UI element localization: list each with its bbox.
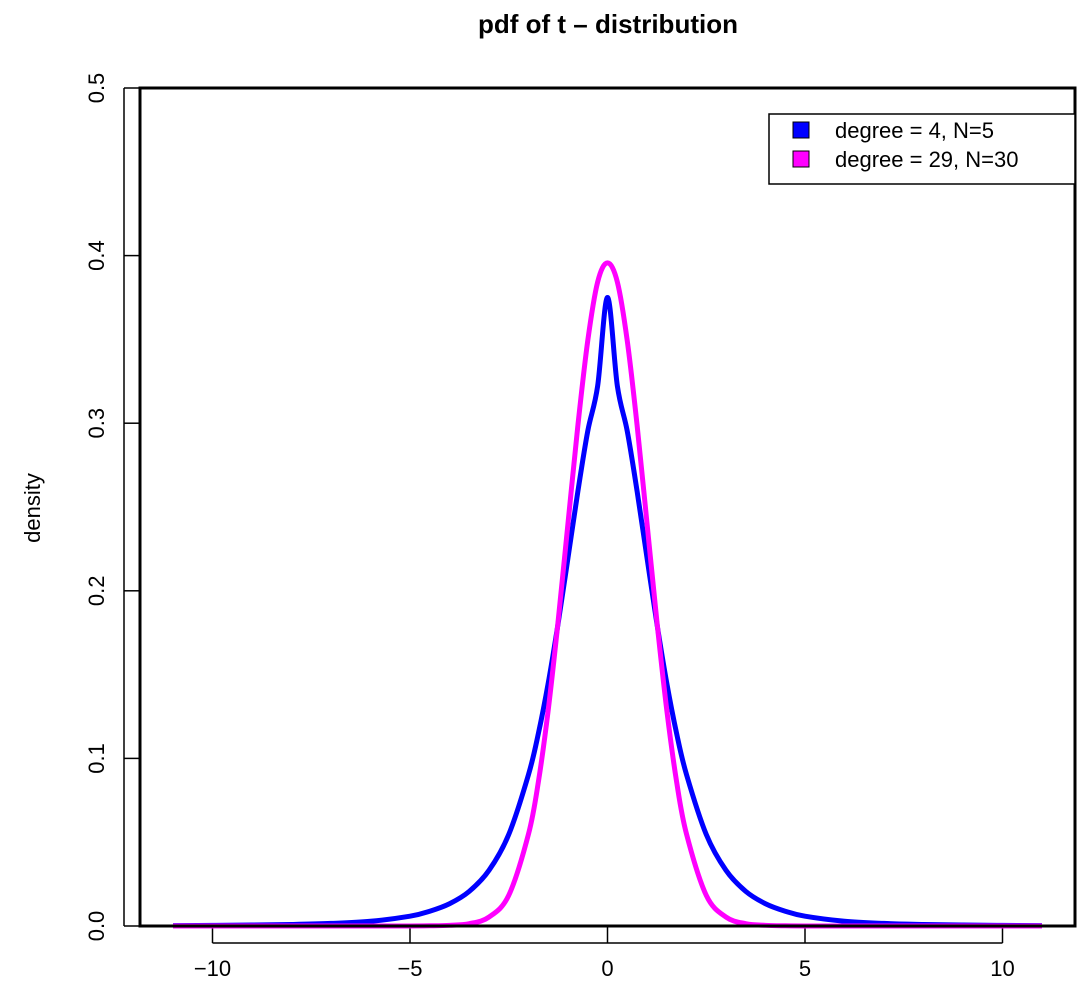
y-tick-label: 0.5 xyxy=(84,73,109,104)
legend: degree = 4, N=5 degree = 29, N=30 xyxy=(768,113,1076,185)
x-tick-label: −5 xyxy=(397,956,422,981)
y-axis: 0.0 0.1 0.2 0.3 0.4 0.5 xyxy=(84,73,140,942)
x-axis: −10 −5 0 5 10 xyxy=(194,926,1015,981)
y-axis-label: density xyxy=(20,473,45,543)
y-tick-label: 0.4 xyxy=(84,240,109,271)
legend-swatch-2 xyxy=(792,150,810,168)
legend-swatch-1 xyxy=(792,121,810,139)
plot-frame xyxy=(138,86,1077,928)
y-tick-label: 0.0 xyxy=(84,911,109,942)
x-tick-label: 5 xyxy=(799,956,811,981)
y-tick-label: 0.3 xyxy=(84,408,109,439)
x-tick-label: 0 xyxy=(601,956,613,981)
y-tick-label: 0.2 xyxy=(84,576,109,607)
legend-label-2: degree = 29, N=30 xyxy=(835,147,1018,172)
legend-box xyxy=(768,113,1076,185)
chart-title: pdf of t – distribution xyxy=(478,9,738,39)
y-tick-label: 0.1 xyxy=(84,743,109,774)
series-line-2 xyxy=(173,260,1042,929)
x-tick-label: −10 xyxy=(194,956,231,981)
x-tick-label: 10 xyxy=(990,956,1014,981)
series-line-1 xyxy=(172,295,1043,929)
series-lines xyxy=(172,260,1043,929)
legend-label-1: degree = 4, N=5 xyxy=(835,118,994,143)
